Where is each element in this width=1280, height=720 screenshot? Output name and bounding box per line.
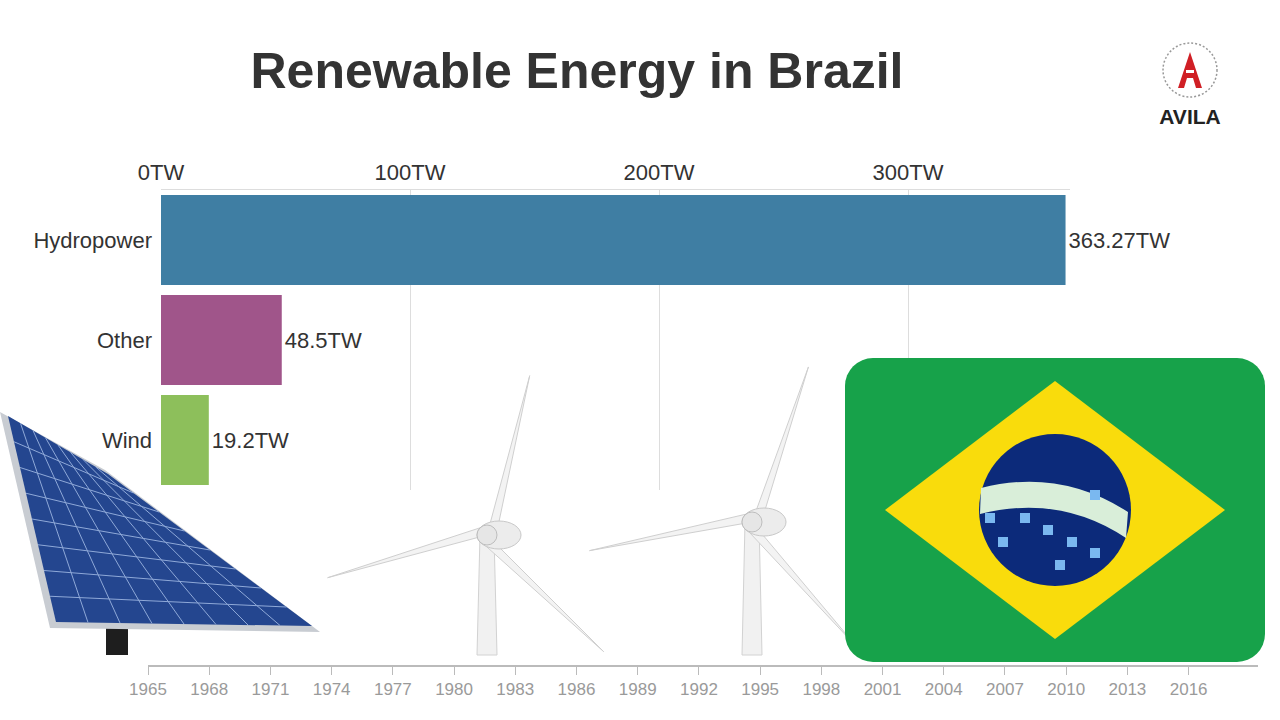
svg-text:2016: 2016 — [1170, 680, 1208, 699]
svg-text:Wind: Wind — [102, 428, 152, 453]
svg-text:1965: 1965 — [129, 680, 167, 699]
svg-text:Hydropower: Hydropower — [33, 228, 152, 253]
svg-text:2010: 2010 — [1047, 680, 1085, 699]
svg-text:2004: 2004 — [925, 680, 963, 699]
svg-text:Renewable Energy in Brazil: Renewable Energy in Brazil — [251, 43, 904, 99]
svg-text:1968: 1968 — [190, 680, 228, 699]
svg-text:1971: 1971 — [252, 680, 290, 699]
svg-text:1980: 1980 — [435, 680, 473, 699]
svg-text:1983: 1983 — [496, 680, 534, 699]
svg-text:363.27TW: 363.27TW — [1069, 228, 1171, 253]
svg-text:1974: 1974 — [313, 680, 351, 699]
svg-text:100TW: 100TW — [375, 160, 446, 185]
svg-text:1992: 1992 — [680, 680, 718, 699]
svg-text:300TW: 300TW — [873, 160, 944, 185]
svg-text:1998: 1998 — [802, 680, 840, 699]
svg-text:2007: 2007 — [986, 680, 1024, 699]
svg-text:1989: 1989 — [619, 680, 657, 699]
svg-text:19.2TW: 19.2TW — [212, 428, 289, 453]
svg-text:1986: 1986 — [558, 680, 596, 699]
svg-text:1977: 1977 — [374, 680, 412, 699]
svg-text:1995: 1995 — [741, 680, 779, 699]
html-text:AVILA: AVILA — [1159, 105, 1221, 128]
svg-text:48.5TW: 48.5TW — [285, 328, 362, 353]
svg-text:2001: 2001 — [864, 680, 902, 699]
svg-text:2013: 2013 — [1108, 680, 1146, 699]
svg-text:200TW: 200TW — [624, 160, 695, 185]
svg-text:0TW: 0TW — [138, 160, 185, 185]
svg-text:Other: Other — [97, 328, 152, 353]
